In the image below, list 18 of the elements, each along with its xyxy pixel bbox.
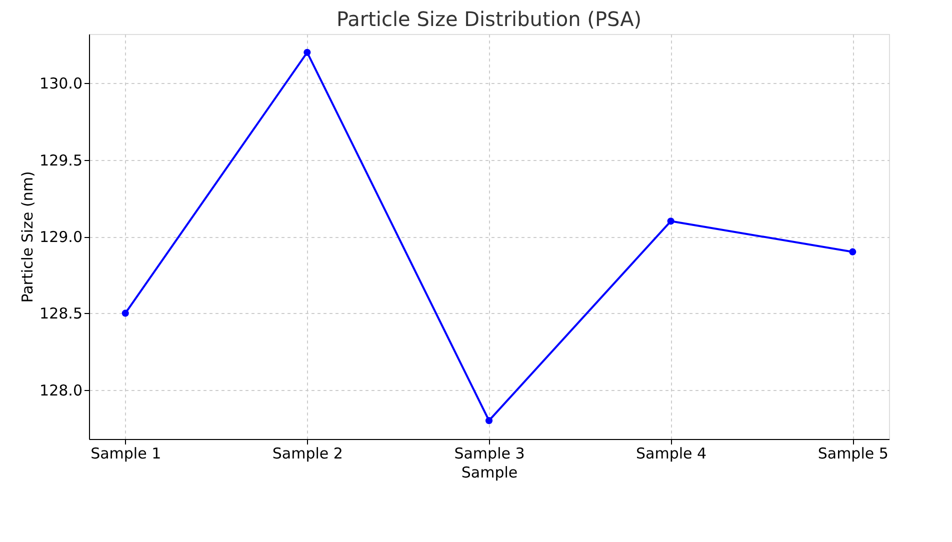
x-tick-label: Sample 3: [454, 444, 525, 462]
x-tick-label: Sample 5: [818, 444, 888, 462]
y-tick-label: 129.5: [40, 151, 82, 170]
x-axis-title: Sample: [461, 464, 518, 482]
point: [849, 248, 856, 256]
y-tick-label: 129.0: [40, 228, 82, 246]
y-axis-title: Particle Size (nm): [18, 171, 37, 303]
x-tick-label: Sample 2: [272, 444, 343, 462]
y-tick-label: 130.0: [40, 74, 82, 93]
point: [122, 310, 129, 317]
y-tick-label: 128.0: [40, 381, 82, 400]
x-tick-label: Sample 4: [636, 444, 707, 462]
chart-title: Particle Size Distribution (PSA): [336, 7, 642, 31]
point: [485, 417, 493, 424]
x-tick-label: Sample 1: [90, 444, 162, 462]
point: [667, 218, 674, 225]
y-tick-label: 128.5: [40, 304, 82, 323]
point: [304, 48, 311, 56]
